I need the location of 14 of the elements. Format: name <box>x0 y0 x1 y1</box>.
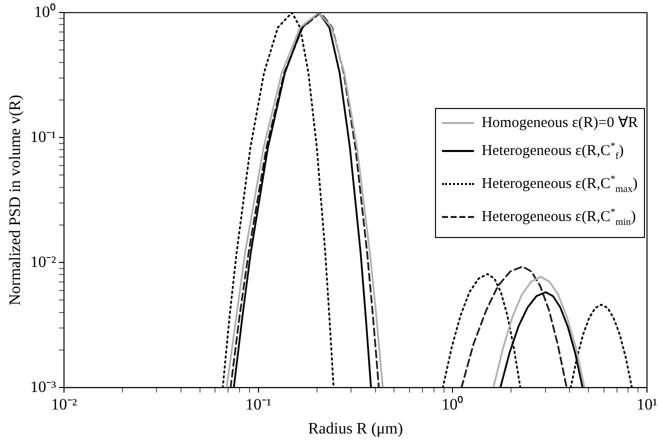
x-tick-label: 10⁰ <box>442 395 464 414</box>
legend-label: Homogeneous ε(R)=0 ∀R <box>482 114 638 133</box>
x-axis-title: Radius R (μm) <box>308 420 403 438</box>
legend-label: Heterogeneous ε(R,C$^{*}$$_{min}$) <box>482 206 636 230</box>
x-tick-label: 10¹ <box>636 396 658 414</box>
y-tick-label: 10⁰ <box>34 2 56 21</box>
legend-label: Heterogeneous ε(R,C$^{*}$$_{max}$) <box>482 172 638 197</box>
legend-label: Heterogeneous ε(R,C$^{*}$$_{f}$) <box>482 140 624 164</box>
y-tick-label: 10⁻² <box>30 254 56 271</box>
y-axis-title: Normalized PSD in volume v(R) <box>6 94 24 306</box>
x-tick-label: 10⁻¹ <box>245 396 272 414</box>
x-tick-label: 10⁻² <box>51 396 78 414</box>
y-tick-label: 10⁻¹ <box>30 128 56 146</box>
y-tick-label: 10⁻³ <box>30 378 56 396</box>
